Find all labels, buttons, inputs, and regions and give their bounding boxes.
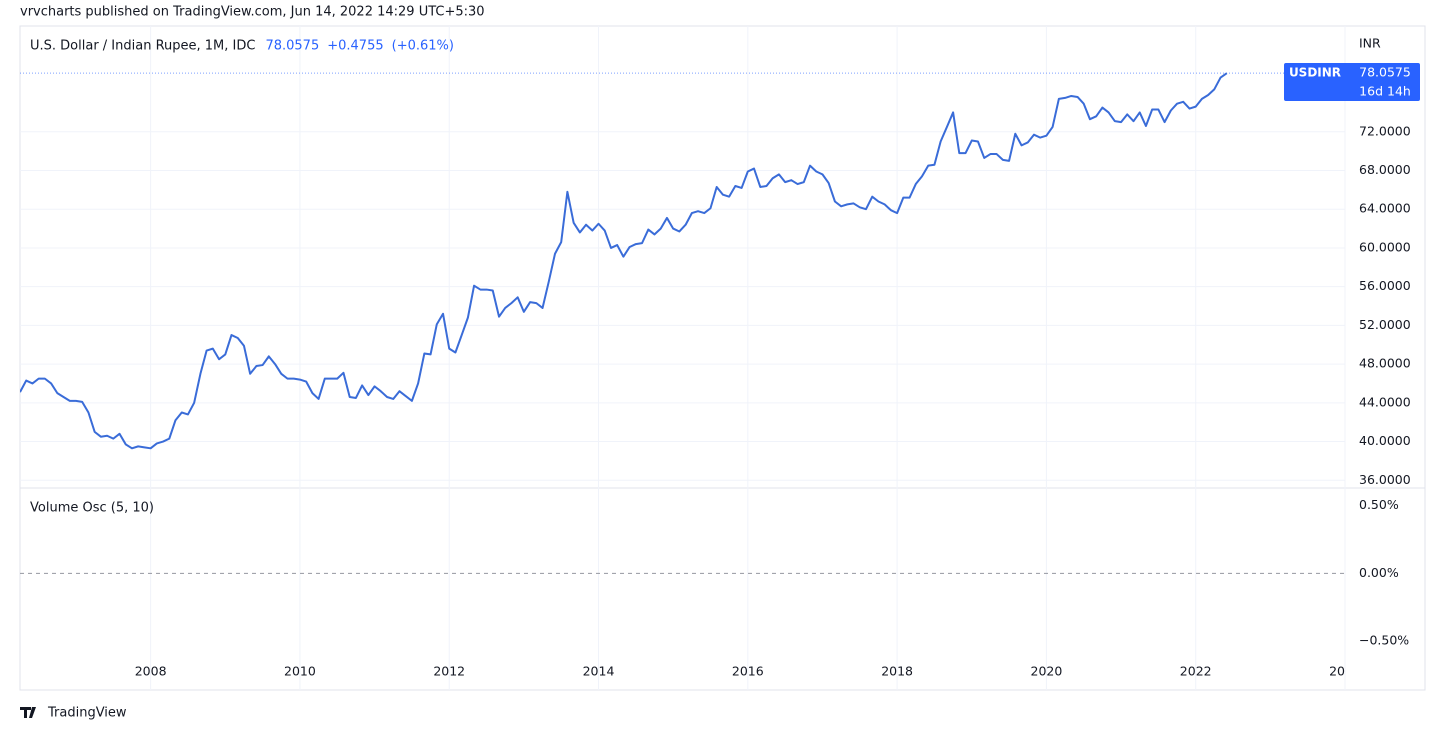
last-price: 78.0575	[265, 39, 319, 54]
y-tick-label: −0.50%	[1359, 633, 1409, 648]
price-label-value: 78.0575	[1359, 65, 1411, 80]
price-line	[20, 72, 1228, 450]
x-tick-label: 2022	[1180, 664, 1212, 679]
x-tick-label: 2024	[1329, 664, 1361, 679]
y-tick-label: 60.0000	[1359, 239, 1411, 254]
axes: 36.0000 40.0000 44.0000 48.0000 52.0000 56.00…	[1359, 123, 1411, 647]
price-label-box	[1284, 63, 1420, 101]
symbol: U.S. Dollar / Indian Rupee, 1M, IDC	[30, 39, 255, 54]
grid	[20, 26, 1346, 690]
brand: TradingView	[47, 706, 127, 721]
plot: 2008 2010 2012 2014 2016 2018 2020 2022 2024	[20, 72, 1361, 679]
x-tick-label: 2008	[135, 664, 167, 679]
x-tick-label: 2012	[433, 664, 465, 679]
x-tick-label: 2016	[732, 664, 764, 679]
y-tick-label: 44.0000	[1359, 394, 1411, 409]
x-tick-label: 2010	[284, 664, 316, 679]
y-tick-label: 56.0000	[1359, 278, 1411, 293]
price-label-symbol: USDINR	[1289, 66, 1341, 80]
y-tick-label: 0.50%	[1359, 497, 1399, 512]
x-tick-label: 2020	[1031, 664, 1063, 679]
y-tick-label: 68.0000	[1359, 162, 1411, 177]
frame	[19, 25, 1426, 691]
osc-title: Volume Osc (5, 10)	[30, 501, 154, 516]
price-label-countdown: 16d 14h	[1359, 84, 1411, 99]
change: +0.4755	[327, 39, 383, 54]
x-tick-label: 2014	[583, 664, 615, 679]
y-tick-label: 40.0000	[1359, 433, 1411, 448]
change-percent: (+0.61%)	[392, 39, 454, 54]
logo-icon	[20, 707, 36, 718]
published-note: vrvcharts published on TradingView.com, …	[20, 5, 485, 20]
y-tick-label: 72.0000	[1359, 123, 1411, 138]
y-tick-label: 52.0000	[1359, 317, 1411, 332]
y-tick-label: 64.0000	[1359, 201, 1411, 216]
x-tick-label: 2018	[881, 664, 913, 679]
y-tick-label: 36.0000	[1359, 472, 1411, 487]
y-tick-label: 48.0000	[1359, 356, 1411, 371]
y-tick-label: 0.00%	[1359, 565, 1399, 580]
currency: INR	[1359, 36, 1381, 51]
